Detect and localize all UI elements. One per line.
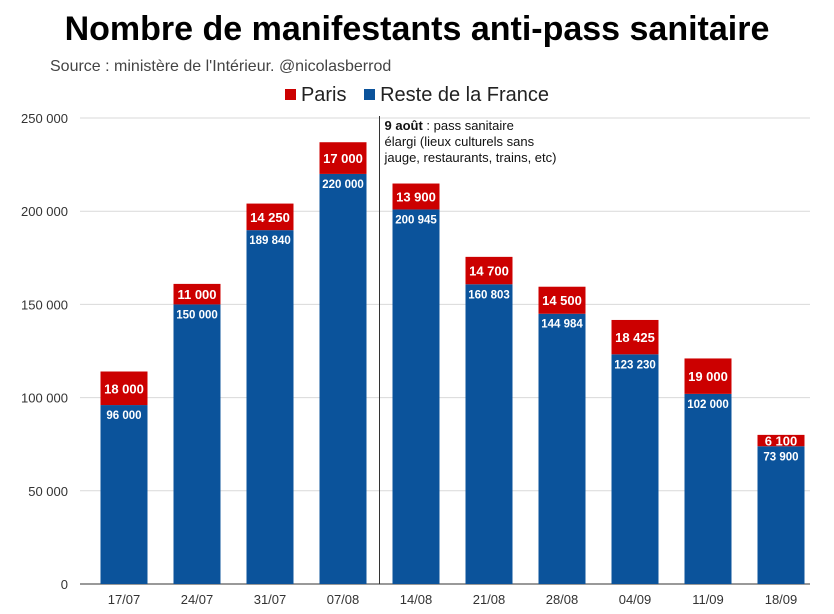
bar-paris-04-09 (611, 319, 659, 355)
bar-reste-18-09 (757, 446, 805, 584)
bar-paris-14-08 (392, 183, 440, 210)
y-tick-label: 200 000 (21, 204, 68, 219)
data-label-paris: 11 000 (177, 287, 216, 302)
data-label-reste: 123 230 (614, 359, 656, 371)
chart-subtitle: Source : ministère de l'Intérieur. @nico… (50, 58, 392, 75)
data-label-paris: 14 500 (542, 293, 582, 308)
legend-swatch-paris (284, 89, 296, 100)
chart-title: Nombre de manifestants anti-pass sanitai… (64, 10, 770, 48)
data-label-reste: 150 000 (176, 309, 218, 321)
bar-reste-07-08 (319, 173, 367, 585)
data-label-paris: 13 900 (396, 189, 436, 204)
legend: Paris Reste de la France (0, 84, 834, 107)
y-tick-label: 150 000 (21, 297, 68, 312)
data-label-reste: 73 900 (763, 451, 798, 463)
y-tick-label: 50 000 (28, 484, 68, 499)
data-label-reste: 220 000 (322, 179, 364, 191)
data-label-reste: 189 840 (249, 235, 291, 247)
bar-paris-28-08 (538, 286, 586, 314)
bar-reste-11-09 (684, 393, 732, 584)
annotation-line-1: 9 août : pass sanitaire (385, 118, 514, 133)
x-tick-label: 18/09 (765, 592, 798, 607)
data-label-reste: 200 945 (395, 214, 437, 226)
x-tick-label: 07/08 (327, 592, 360, 607)
bar-paris-07-08 (319, 142, 367, 174)
annotation-date: 9 août (385, 118, 424, 133)
data-label-paris: 18 000 (104, 381, 144, 396)
bar-reste-31-07 (246, 230, 294, 584)
y-tick-label: 0 (61, 577, 68, 592)
annotation-line-2: élargi (lieux culturels sans (385, 134, 535, 149)
bar-reste-17-07 (100, 405, 148, 584)
data-label-reste: 96 000 (106, 410, 141, 422)
x-tick-label: 11/09 (692, 592, 724, 607)
data-label-paris: 19 000 (688, 369, 728, 384)
legend-label-paris: Paris (300, 84, 347, 106)
data-label-reste: 102 000 (687, 399, 729, 411)
bar-reste-24-07 (173, 304, 221, 584)
legend-item-paris: Paris (284, 84, 347, 107)
y-tick-label: 100 000 (21, 391, 68, 406)
bar-reste-21-08 (465, 284, 513, 584)
x-tick-label: 04/09 (619, 592, 652, 607)
x-tick-label: 31/07 (254, 592, 287, 607)
bar-reste-14-08 (392, 209, 440, 584)
data-label-paris: 17 000 (323, 151, 363, 166)
x-tick-label: 17/07 (108, 592, 141, 607)
data-label-reste: 160 803 (468, 289, 510, 301)
annotation-text: : pass sanitaire (423, 118, 514, 133)
bar-paris-24-07 (173, 283, 221, 305)
x-tick-label: 24/07 (181, 592, 214, 607)
bar-paris-11-09 (684, 358, 732, 394)
legend-label-reste: Reste de la France (380, 84, 550, 106)
bar-paris-31-07 (246, 203, 294, 231)
data-label-reste: 144 984 (541, 319, 583, 331)
bar-reste-04-09 (611, 354, 659, 584)
data-label-paris: 18 425 (615, 330, 655, 345)
x-tick-label: 21/08 (473, 592, 506, 607)
data-label-paris: 14 250 (250, 210, 290, 225)
data-label-paris: 6 100 (765, 434, 798, 449)
annotation-line-3: jauge, restaurants, trains, etc) (384, 150, 557, 165)
legend-swatch-reste (364, 89, 376, 100)
bar-reste-28-08 (538, 313, 586, 584)
x-tick-label: 28/08 (546, 592, 579, 607)
bar-paris-21-08 (465, 256, 513, 285)
bar-paris-17-07 (100, 371, 148, 406)
y-tick-label: 250 000 (21, 111, 68, 126)
x-tick-label: 14/08 (400, 592, 433, 607)
bar-paris-18-09 (757, 434, 805, 447)
legend-item-reste: Reste de la France (364, 84, 549, 107)
data-label-paris: 14 700 (469, 264, 509, 279)
